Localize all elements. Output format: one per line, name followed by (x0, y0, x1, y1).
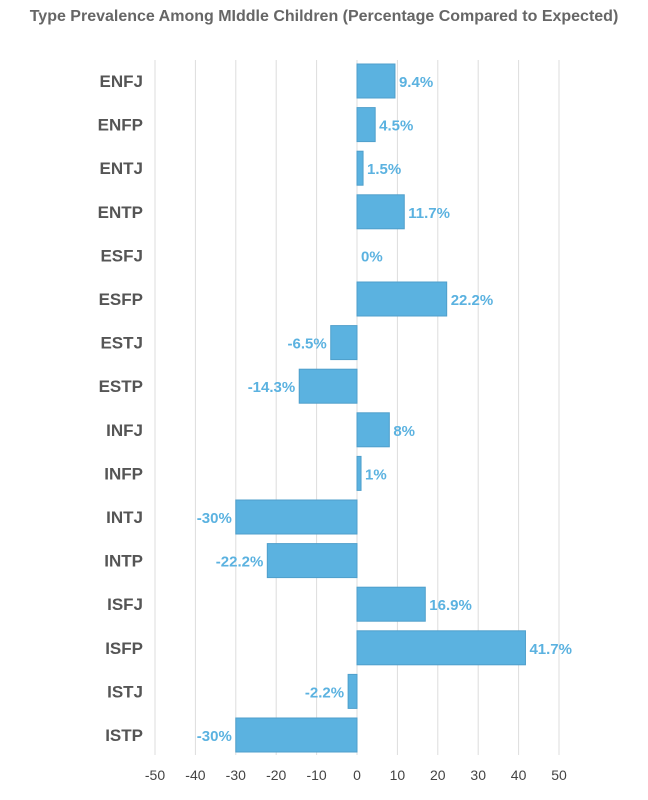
data-label: -2.2% (305, 684, 344, 701)
category-label: ISTP (105, 726, 143, 745)
x-tick-label: -40 (185, 767, 205, 783)
bar (356, 586, 426, 622)
category-label: INFP (104, 464, 143, 483)
data-label: 9.4% (399, 74, 433, 91)
category-label: ENTJ (100, 159, 143, 178)
x-tick-label: -30 (226, 767, 246, 783)
bar (356, 194, 405, 230)
data-label: 22.2% (451, 292, 494, 309)
bar (298, 368, 358, 404)
category-label: ESTJ (100, 334, 143, 353)
category-label: ISTJ (107, 682, 143, 701)
data-label: -22.2% (216, 554, 264, 571)
category-label: INTP (104, 552, 143, 571)
bar (266, 543, 358, 579)
data-label: 1% (365, 466, 387, 483)
data-label: -30% (197, 728, 232, 745)
bar (330, 325, 358, 361)
bar (356, 63, 396, 99)
bar (347, 673, 358, 709)
x-tick-label: 10 (390, 767, 406, 783)
category-label: ENFP (98, 116, 143, 135)
category-label: ISFJ (107, 595, 143, 614)
data-label: 0% (361, 248, 383, 265)
category-label: ISFP (105, 639, 143, 658)
data-label: 11.7% (408, 205, 450, 222)
x-tick-label: 20 (430, 767, 446, 783)
category-label: ESFP (99, 290, 143, 309)
x-tick-label: -50 (145, 767, 165, 783)
x-tick-label: 30 (470, 767, 486, 783)
bar (356, 150, 364, 186)
category-label: ESFJ (100, 246, 143, 265)
bar (235, 717, 358, 753)
x-tick-label: 50 (551, 767, 567, 783)
bar (356, 412, 390, 448)
x-tick-label: -10 (306, 767, 326, 783)
data-label: 41.7% (529, 641, 572, 658)
bar (356, 455, 362, 491)
category-label: ENFJ (100, 72, 143, 91)
bar (356, 630, 526, 666)
data-label: -14.3% (248, 379, 296, 396)
category-label: ENTP (98, 203, 143, 222)
x-tick-label: -20 (266, 767, 286, 783)
category-label: INFJ (106, 421, 143, 440)
x-tick-label: 40 (511, 767, 527, 783)
bar (356, 281, 448, 317)
category-label: INTJ (106, 508, 143, 527)
bar (235, 499, 358, 535)
data-label: 1.5% (367, 161, 401, 178)
bar (356, 107, 376, 143)
data-label: -6.5% (288, 336, 327, 353)
data-label: 16.9% (429, 597, 472, 614)
category-label: ESTP (99, 377, 143, 396)
x-tick-label: 0 (353, 767, 361, 783)
chart-title: Type Prevalence Among MIddle Children (P… (29, 8, 619, 25)
data-label: 8% (393, 423, 415, 440)
data-label: -30% (197, 510, 232, 527)
data-label: 4.5% (379, 118, 413, 135)
